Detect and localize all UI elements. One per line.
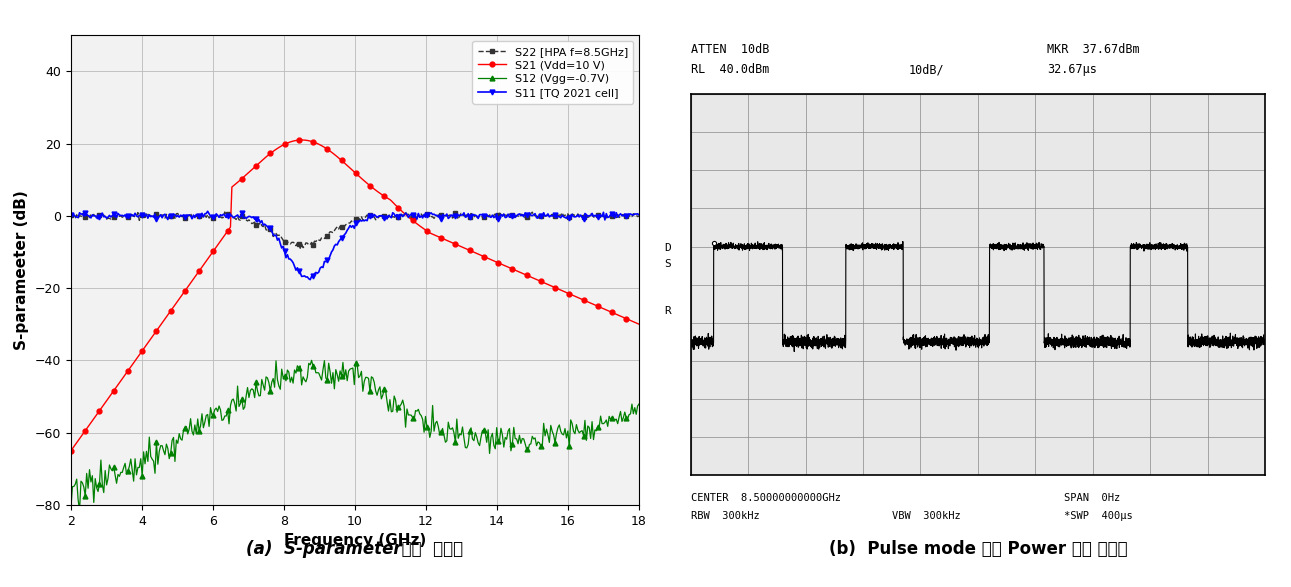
Text: SPAN  0Hz: SPAN 0Hz [1064, 493, 1121, 503]
Line: S21 (Vdd=10 V): S21 (Vdd=10 V) [68, 137, 642, 453]
S11 [TQ 2021 cell] [63, 212, 79, 219]
S12 (Vgg=-0.7V) [476, 427, 492, 434]
S22 [HPA f=8.5GHz] [249, 222, 265, 229]
S21 (Vdd=10 V) [63, 447, 79, 454]
S11 [TQ 2021 cell] [631, 211, 647, 218]
Text: 32.67μs: 32.67μs [1047, 63, 1097, 76]
S21 (Vdd=10 V) [478, 254, 493, 261]
S21 (Vdd=10 V) [631, 321, 647, 328]
Text: CENTER  8.50000000000GHz: CENTER 8.50000000000GHz [691, 493, 840, 503]
Text: S: S [664, 259, 671, 269]
Text: MKR  37.67dBm: MKR 37.67dBm [1047, 43, 1140, 56]
S22 [HPA f=8.5GHz] [293, 245, 309, 252]
S12 (Vgg=-0.7V) [289, 362, 305, 369]
S12 (Vgg=-0.7V) [479, 438, 494, 446]
S12 (Vgg=-0.7V) [631, 400, 647, 407]
Text: VBW  300kHz: VBW 300kHz [892, 511, 961, 521]
Line: S12 (Vgg=-0.7V): S12 (Vgg=-0.7V) [68, 358, 642, 513]
S22 [HPA f=8.5GHz] [133, 211, 148, 218]
S21 (Vdd=10 V) [475, 252, 491, 259]
S11 [TQ 2021 cell] [289, 264, 305, 271]
S11 [TQ 2021 cell] [132, 212, 147, 219]
S22 [HPA f=8.5GHz] [479, 211, 494, 218]
S11 [TQ 2021 cell] [423, 210, 439, 217]
S22 [HPA f=8.5GHz] [631, 212, 647, 220]
S22 [HPA f=8.5GHz] [76, 208, 92, 215]
S11 [TQ 2021 cell] [249, 218, 265, 225]
S22 [HPA f=8.5GHz] [289, 239, 305, 247]
S21 (Vdd=10 V) [132, 351, 147, 358]
Text: RBW  300kHz: RBW 300kHz [691, 511, 759, 521]
S21 (Vdd=10 V) [422, 230, 438, 237]
S22 [HPA f=8.5GHz] [63, 212, 79, 219]
Text: RL  40.0dBm: RL 40.0dBm [691, 63, 769, 76]
S11 [TQ 2021 cell] [302, 276, 318, 283]
S22 [HPA f=8.5GHz] [476, 214, 492, 221]
S11 [TQ 2021 cell] [476, 213, 492, 220]
S11 [TQ 2021 cell] [479, 211, 494, 218]
S12 (Vgg=-0.7V) [303, 357, 319, 364]
S11 [TQ 2021 cell] [200, 208, 216, 215]
S12 (Vgg=-0.7V) [72, 507, 88, 514]
Text: *SWP  400μs: *SWP 400μs [1064, 511, 1133, 521]
Text: (b)  Pulse mode 최대 Power 측정 그래프: (b) Pulse mode 최대 Power 측정 그래프 [829, 540, 1127, 558]
S12 (Vgg=-0.7V) [133, 455, 148, 462]
S21 (Vdd=10 V) [288, 137, 303, 144]
Legend: S22 [HPA f=8.5GHz], S21 (Vdd=10 V), S12 (Vgg=-0.7V), S11 [TQ 2021 cell]: S22 [HPA f=8.5GHz], S21 (Vdd=10 V), S12 … [473, 41, 634, 104]
Text: 10dB/: 10dB/ [909, 63, 945, 76]
X-axis label: Frequency (GHz): Frequency (GHz) [284, 533, 426, 548]
Text: (a)  S-parameter측정  그래프: (a) S-parameter측정 그래프 [247, 540, 463, 558]
Text: D: D [664, 244, 671, 254]
Line: S11 [TQ 2021 cell]: S11 [TQ 2021 cell] [68, 209, 642, 282]
S12 (Vgg=-0.7V) [63, 503, 79, 510]
Text: R: R [664, 306, 671, 316]
Y-axis label: S-parameeter (dB): S-parameeter (dB) [14, 190, 30, 350]
S12 (Vgg=-0.7V) [423, 427, 439, 434]
S21 (Vdd=10 V) [294, 136, 310, 143]
S21 (Vdd=10 V) [248, 162, 263, 169]
S22 [HPA f=8.5GHz] [423, 213, 439, 220]
S12 (Vgg=-0.7V) [249, 387, 265, 394]
Line: S22 [HPA f=8.5GHz]: S22 [HPA f=8.5GHz] [68, 209, 642, 251]
Text: ATTEN  10dB: ATTEN 10dB [691, 43, 769, 56]
